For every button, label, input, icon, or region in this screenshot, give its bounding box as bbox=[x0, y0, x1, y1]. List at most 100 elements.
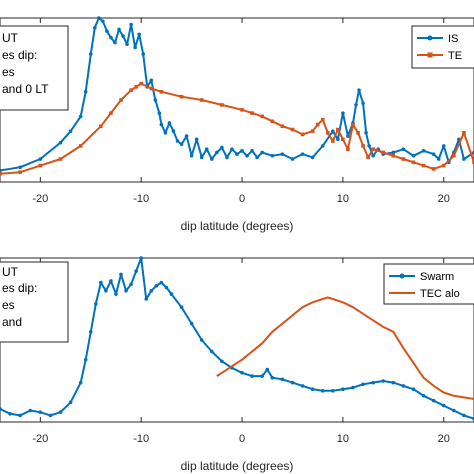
series-line bbox=[216, 296, 474, 400]
annotation-line: es bbox=[2, 65, 15, 79]
data-point bbox=[364, 131, 368, 135]
data-point bbox=[431, 167, 436, 171]
data-point bbox=[78, 114, 83, 119]
data-point bbox=[133, 45, 137, 50]
data-point bbox=[121, 34, 125, 38]
data-point bbox=[125, 42, 129, 47]
data-point bbox=[361, 382, 365, 387]
data-point bbox=[179, 305, 184, 310]
data-point bbox=[48, 413, 53, 418]
data-point bbox=[240, 371, 244, 375]
data-point bbox=[411, 160, 416, 165]
data-point bbox=[336, 127, 340, 132]
data-point bbox=[336, 137, 340, 142]
data-point bbox=[167, 121, 172, 125]
data-point bbox=[58, 140, 63, 145]
data-point bbox=[270, 119, 275, 124]
x-tick-label: 10 bbox=[337, 433, 349, 445]
data-point bbox=[240, 108, 244, 112]
data-point bbox=[230, 147, 234, 151]
data-point bbox=[83, 357, 88, 362]
data-point bbox=[452, 408, 456, 413]
data-point bbox=[119, 98, 123, 102]
data-point bbox=[163, 131, 168, 135]
data-point bbox=[109, 35, 113, 40]
data-point bbox=[331, 129, 335, 133]
x-tick-label: 20 bbox=[438, 433, 450, 445]
data-point bbox=[310, 129, 315, 133]
data-point bbox=[391, 380, 396, 385]
data-point bbox=[105, 29, 109, 33]
data-point bbox=[357, 88, 361, 92]
data-point bbox=[366, 155, 370, 160]
data-point bbox=[300, 132, 305, 137]
data-point bbox=[159, 90, 164, 94]
x-axis-label-bottom: dip latitude (degrees) bbox=[181, 459, 294, 473]
data-point bbox=[331, 389, 335, 393]
annotation-line: es dip: bbox=[2, 48, 37, 62]
data-point bbox=[250, 149, 254, 153]
x-tick-label: -10 bbox=[133, 433, 149, 445]
x-tick-label: -20 bbox=[32, 433, 48, 445]
data-point bbox=[109, 279, 113, 283]
series-group-top bbox=[0, 16, 474, 176]
data-point bbox=[310, 155, 315, 160]
data-point bbox=[154, 284, 159, 288]
data-point bbox=[18, 165, 22, 170]
data-point bbox=[320, 117, 325, 122]
data-point bbox=[391, 153, 396, 158]
data-point bbox=[431, 152, 436, 156]
data-point bbox=[93, 26, 97, 30]
data-point bbox=[356, 131, 360, 135]
data-point bbox=[134, 269, 138, 273]
data-point bbox=[300, 384, 305, 388]
data-point bbox=[441, 403, 446, 408]
annotation-box-bottom: UT es dip: es and bbox=[0, 261, 69, 343]
x-tick-label: -20 bbox=[32, 193, 48, 205]
data-point bbox=[58, 410, 63, 414]
data-point bbox=[401, 157, 406, 161]
data-point bbox=[361, 101, 365, 106]
data-point bbox=[139, 81, 143, 86]
data-point bbox=[28, 408, 33, 413]
data-point bbox=[391, 150, 396, 155]
data-point bbox=[149, 78, 154, 83]
data-point bbox=[346, 134, 350, 138]
data-point bbox=[421, 163, 426, 168]
data-point bbox=[441, 144, 446, 148]
data-point bbox=[371, 147, 375, 151]
data-point bbox=[270, 153, 275, 158]
data-point bbox=[159, 280, 164, 285]
legend-entry: TEC alo bbox=[420, 288, 460, 300]
data-point bbox=[371, 153, 375, 158]
data-point bbox=[354, 103, 358, 107]
data-point bbox=[129, 282, 133, 287]
annotation-line: and bbox=[2, 315, 22, 329]
data-point bbox=[157, 111, 162, 115]
data-point bbox=[144, 297, 149, 301]
data-point bbox=[260, 150, 265, 155]
data-point bbox=[220, 145, 224, 150]
data-point bbox=[421, 149, 426, 153]
annotation-line: es dip: bbox=[2, 281, 37, 295]
data-point bbox=[8, 412, 12, 416]
data-point bbox=[88, 330, 93, 334]
x-tick-label: 0 bbox=[239, 433, 245, 445]
data-point bbox=[290, 380, 295, 385]
data-point bbox=[371, 380, 375, 385]
data-point bbox=[220, 103, 224, 107]
x-ticks-top: -20 -10 0 10 20 bbox=[32, 18, 450, 205]
axes-frame-bottom bbox=[0, 257, 474, 423]
data-point bbox=[320, 389, 325, 393]
data-point bbox=[472, 160, 474, 165]
data-point bbox=[58, 157, 63, 161]
data-point bbox=[341, 387, 345, 392]
data-point bbox=[189, 321, 194, 326]
data-point bbox=[137, 32, 141, 37]
data-point bbox=[462, 413, 466, 418]
data-point bbox=[361, 144, 365, 148]
data-point bbox=[204, 147, 209, 151]
data-point bbox=[209, 157, 214, 161]
data-point bbox=[18, 413, 22, 418]
